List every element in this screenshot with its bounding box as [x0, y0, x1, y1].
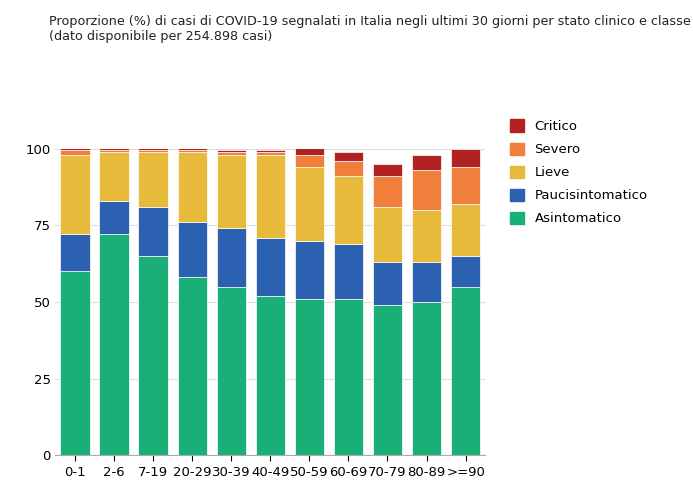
Bar — [373, 305, 402, 455]
Bar — [373, 207, 402, 262]
Bar — [295, 241, 324, 299]
Bar — [295, 299, 324, 455]
Bar — [256, 151, 285, 154]
Bar — [139, 207, 168, 256]
Bar — [216, 287, 246, 455]
Bar — [256, 238, 285, 296]
Bar — [216, 228, 246, 287]
Bar — [60, 154, 89, 235]
Bar — [60, 235, 89, 271]
Bar — [451, 287, 480, 455]
Bar — [139, 256, 168, 455]
Bar — [373, 176, 402, 207]
Bar — [99, 235, 129, 455]
Bar — [99, 148, 129, 150]
Bar — [334, 299, 363, 455]
Bar — [451, 148, 480, 167]
Bar — [99, 200, 129, 235]
Text: Proporzione (%) di casi di COVID-19 segnalati in Italia negli ultimi 30 giorni p: Proporzione (%) di casi di COVID-19 segn… — [49, 15, 693, 43]
Bar — [139, 150, 168, 151]
Bar — [177, 277, 207, 455]
Bar — [216, 150, 246, 151]
Bar — [334, 176, 363, 244]
Bar — [139, 148, 168, 150]
Bar — [334, 244, 363, 299]
Bar — [334, 161, 363, 176]
Bar — [451, 204, 480, 256]
Bar — [139, 151, 168, 207]
Bar — [295, 167, 324, 241]
Bar — [177, 150, 207, 151]
Bar — [334, 151, 363, 161]
Bar — [412, 170, 441, 210]
Bar — [60, 150, 89, 154]
Bar — [256, 154, 285, 238]
Bar — [216, 154, 246, 228]
Bar — [412, 154, 441, 170]
Bar — [451, 167, 480, 204]
Bar — [177, 222, 207, 277]
Bar — [60, 271, 89, 455]
Bar — [256, 150, 285, 151]
Bar — [451, 256, 480, 287]
Bar — [177, 151, 207, 222]
Bar — [373, 164, 402, 176]
Bar — [60, 148, 89, 150]
Legend: Critico, Severo, Lieve, Paucisintomatico, Asintomatico: Critico, Severo, Lieve, Paucisintomatico… — [506, 115, 651, 230]
Bar — [99, 151, 129, 200]
Bar — [412, 302, 441, 455]
Bar — [177, 148, 207, 150]
Bar — [295, 148, 324, 154]
Bar — [216, 151, 246, 154]
Bar — [256, 296, 285, 455]
Bar — [373, 262, 402, 305]
Bar — [99, 150, 129, 151]
Bar — [412, 210, 441, 262]
Bar — [412, 262, 441, 302]
Bar — [295, 154, 324, 167]
